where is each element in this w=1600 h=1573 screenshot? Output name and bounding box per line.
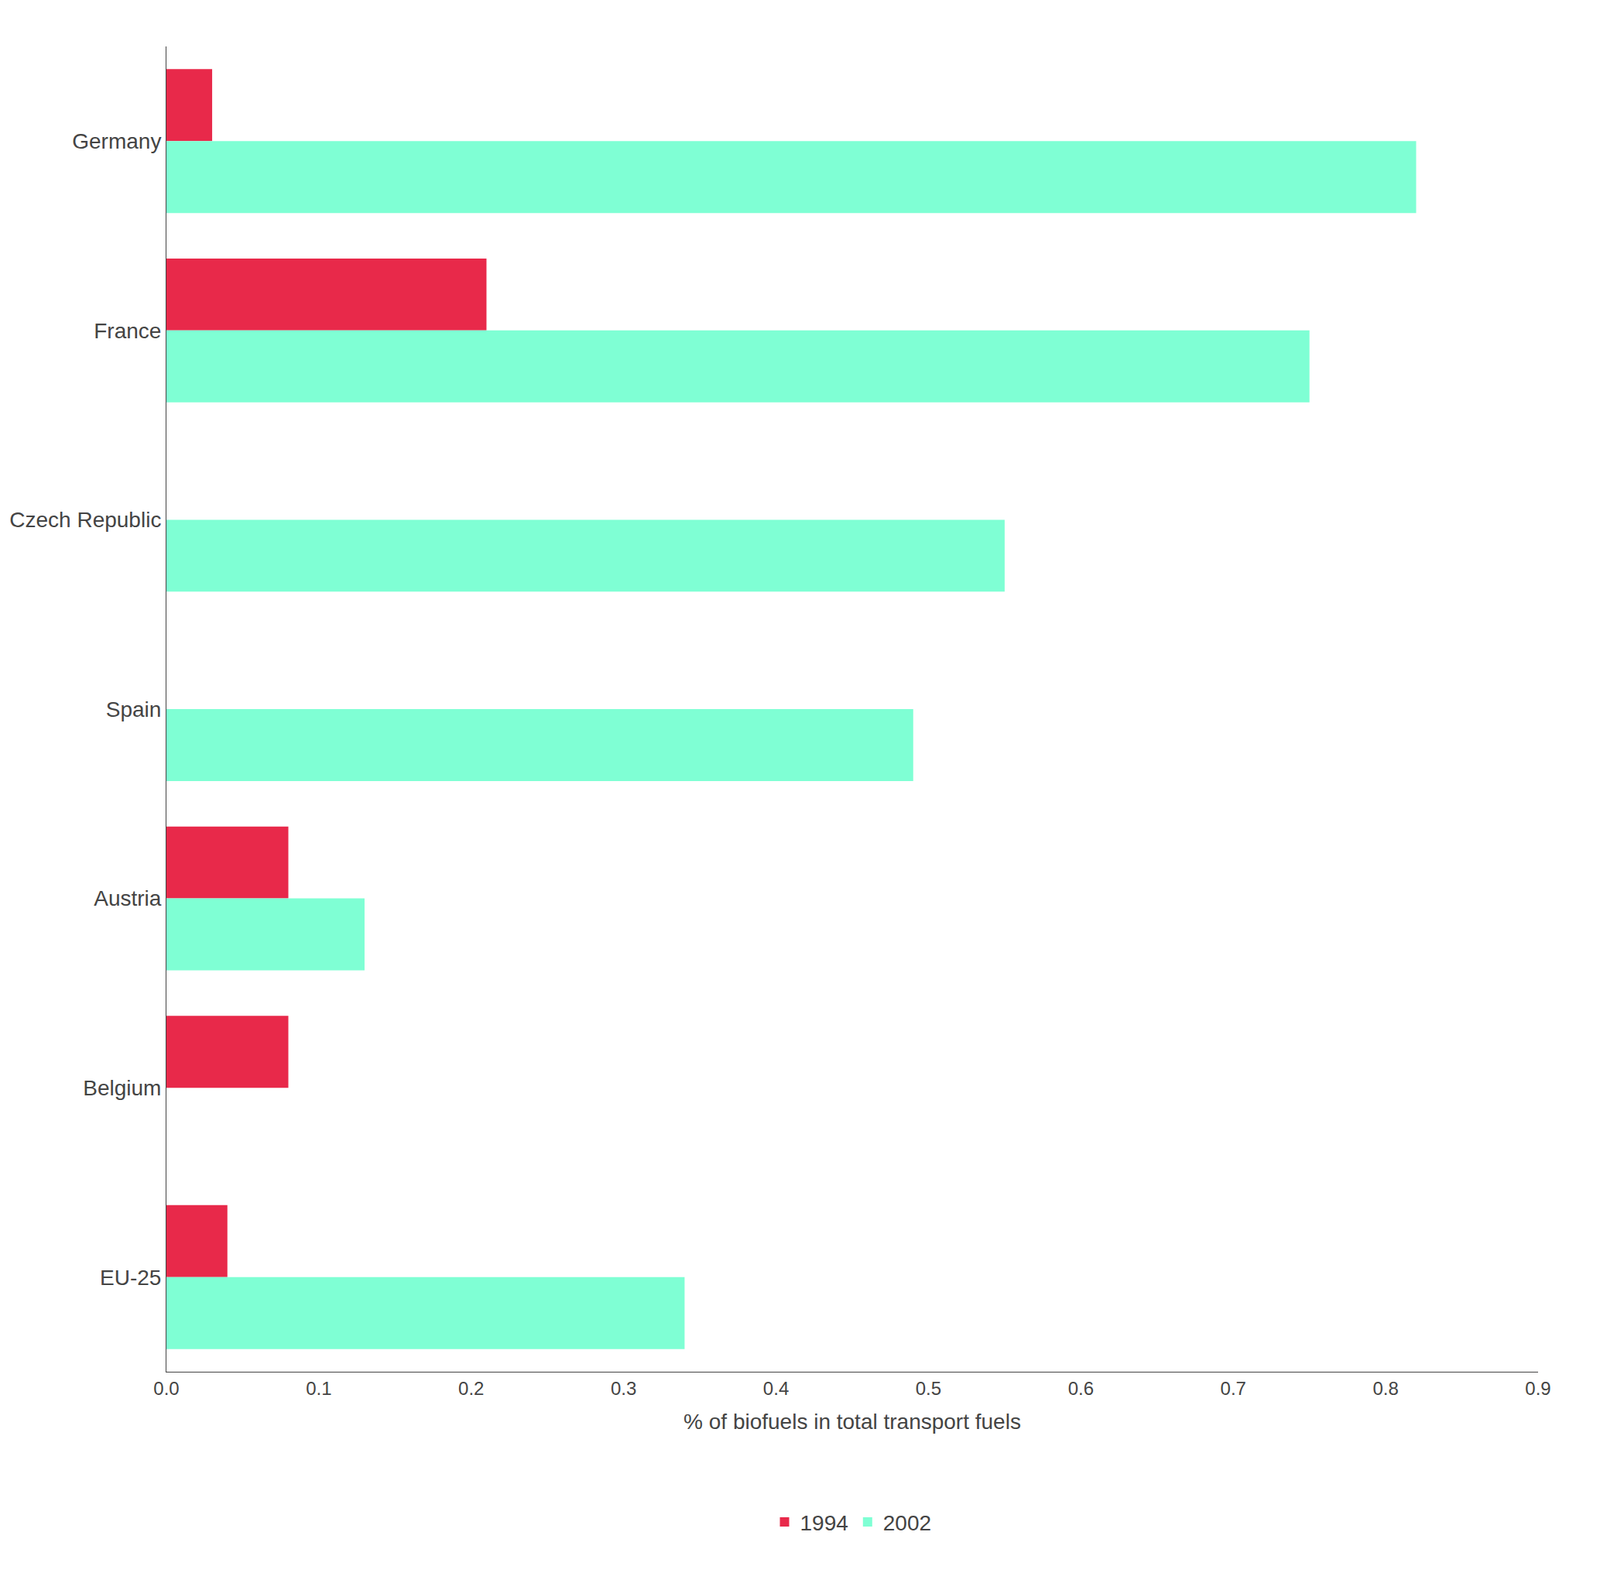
svg-text:2002: 2002 [883,1510,932,1535]
svg-text:0.5: 0.5 [915,1377,942,1399]
svg-text:1994: 1994 [800,1510,849,1535]
svg-text:% of biofuels in total transpo: % of biofuels in total transport fuels [683,1409,1021,1434]
svg-text:Spain: Spain [106,697,162,722]
svg-text:Germany: Germany [71,129,162,154]
svg-text:0.3: 0.3 [610,1377,637,1399]
svg-text:0.0: 0.0 [153,1377,179,1399]
svg-text:0.6: 0.6 [1068,1377,1094,1399]
svg-text:0.4: 0.4 [763,1377,789,1399]
svg-text:0.2: 0.2 [458,1377,484,1399]
svg-text:Belgium: Belgium [82,1075,162,1100]
svg-text:Austria: Austria [93,886,162,911]
svg-text:0.1: 0.1 [305,1377,332,1399]
svg-text:France: France [93,318,162,343]
svg-text:EU-25: EU-25 [99,1265,162,1290]
svg-text:0.7: 0.7 [1220,1377,1247,1399]
svg-text:Czech Republic: Czech Republic [9,507,162,532]
svg-text:0.8: 0.8 [1372,1377,1398,1399]
svg-text:0.9: 0.9 [1524,1377,1551,1399]
